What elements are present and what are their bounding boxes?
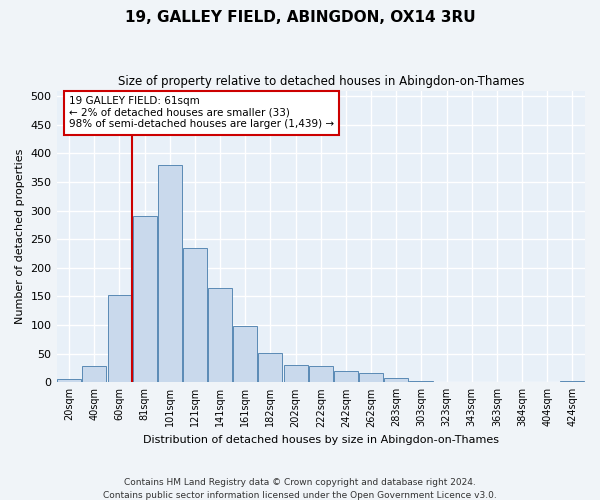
Bar (57, 380, 81, 382)
Bar (259, 352, 283, 382)
Text: Contains HM Land Registry data © Crown copyright and database right 2024.
Contai: Contains HM Land Registry data © Crown c… (103, 478, 497, 500)
Bar (409, 380, 433, 382)
Title: Size of property relative to detached houses in Abingdon-on-Thames: Size of property relative to detached ho… (118, 75, 524, 88)
Bar (309, 366, 333, 382)
Bar (359, 372, 383, 382)
Bar (183, 248, 207, 382)
Bar (208, 288, 232, 382)
Bar (107, 295, 131, 382)
Text: 19 GALLEY FIELD: 61sqm
← 2% of detached houses are smaller (33)
98% of semi-deta: 19 GALLEY FIELD: 61sqm ← 2% of detached … (69, 96, 334, 130)
Bar (284, 365, 308, 382)
Bar (233, 326, 257, 382)
Bar (82, 366, 106, 382)
Bar (334, 371, 358, 382)
Text: 19, GALLEY FIELD, ABINGDON, OX14 3RU: 19, GALLEY FIELD, ABINGDON, OX14 3RU (125, 10, 475, 25)
Bar (158, 165, 182, 382)
Bar (560, 381, 584, 382)
Bar (133, 216, 157, 382)
Bar (385, 378, 408, 382)
X-axis label: Distribution of detached houses by size in Abingdon-on-Thames: Distribution of detached houses by size … (143, 435, 499, 445)
Y-axis label: Number of detached properties: Number of detached properties (15, 148, 25, 324)
